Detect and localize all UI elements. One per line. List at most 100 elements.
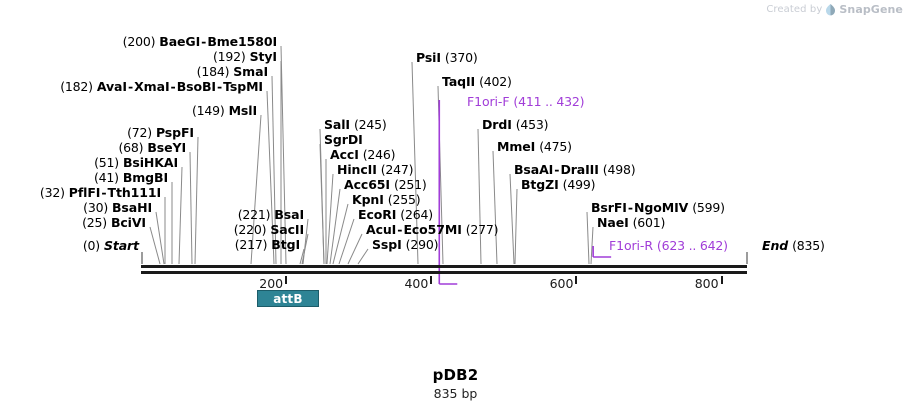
enzyme-leader-line [590, 226, 594, 265]
enzyme-label-baegi[interactable]: (200) BaeGI-Bme1580I [123, 35, 277, 48]
enzyme-label-bsahi[interactable]: (30) BsaHI [83, 201, 152, 214]
enzyme-leader-line [301, 233, 309, 265]
label-name: SspI [372, 237, 402, 252]
terminus-label-end[interactable]: End (835) [762, 239, 825, 252]
enzyme-label-sacii[interactable]: (220) SacII [234, 223, 304, 236]
enzyme-label-drdi[interactable]: DrdI (453) [482, 117, 549, 132]
label-name: AccI [330, 147, 359, 162]
enzyme-label-bsaai[interactable]: BsaAI-DraIII (498) [514, 162, 636, 177]
enzyme-label-bsai[interactable]: (221) BsaI [238, 208, 304, 221]
enzyme-label-bcivi[interactable]: (25) BciVI [82, 216, 146, 229]
label-separator: - [170, 79, 176, 94]
enzyme-leader-line [338, 218, 355, 265]
label-name: F1ori-R [609, 238, 653, 253]
enzyme-leader-line [319, 143, 325, 265]
ruler-tick-label: 800 [694, 276, 719, 291]
watermark-brand: SnapGene [839, 3, 903, 16]
enzyme-label-avai[interactable]: (182) AvaI-XmaI-BsoBI-TspMI [60, 80, 263, 93]
label-separator: - [627, 200, 634, 215]
ruler-tick [285, 276, 288, 284]
enzyme-leader-line [299, 248, 305, 265]
label-position: (246) [362, 147, 396, 162]
label-position: (149) [191, 103, 225, 118]
label-position: (264) [400, 207, 433, 222]
primer-label-f1ori_f[interactable]: F1ori-F (411 .. 432) [467, 95, 585, 108]
label-position: (217) [234, 237, 268, 252]
enzyme-label-mmei[interactable]: MmeI (475) [497, 140, 572, 153]
enzyme-leader-line [189, 151, 193, 265]
label-name: PflFI [68, 185, 101, 200]
enzyme-label-acui[interactable]: AcuI-Eco57MI (277) [366, 222, 499, 237]
label-name: BtgZI [521, 177, 559, 192]
label-position: (182) [60, 79, 93, 94]
enzyme-label-msli[interactable]: (149) MslI [192, 104, 257, 117]
enzyme-label-bmgbi[interactable]: (41) BmgBI [94, 171, 168, 184]
enzyme-label-btgi[interactable]: (217) BtgI [235, 238, 300, 251]
snapgene-logo-icon [826, 3, 836, 15]
enzyme-leader-line [149, 226, 161, 265]
enzyme-label-taqii[interactable]: TaqII (402) [442, 75, 512, 88]
primer-label-f1ori_r[interactable]: F1ori-R (623 .. 642) [609, 239, 728, 252]
label-name: AvaI [96, 79, 127, 94]
label-name: AcuI [366, 222, 397, 237]
enzyme-label-bsrfi[interactable]: BsrFI-NgoMIV (599) [591, 201, 725, 214]
label-name: KpnI [352, 192, 384, 207]
label-name: TspMI [223, 79, 263, 94]
enzyme-leader-line [332, 203, 349, 265]
watermark-prefix: Created by [766, 4, 823, 15]
enzyme-label-smai[interactable]: (184) SmaI [197, 65, 268, 78]
enzyme-label-pspfi[interactable]: (72) PspFI [127, 126, 194, 139]
label-position: (72) [127, 125, 152, 140]
label-name: BsaI [274, 207, 304, 222]
dna-backbone [141, 265, 747, 274]
enzyme-leader-line [357, 248, 369, 265]
label-name: PspFI [155, 125, 194, 140]
enzyme-label-kpni[interactable]: KpnI (255) [352, 192, 421, 207]
enzyme-label-styi[interactable]: (192) StyI [213, 50, 277, 63]
label-name: HincII [337, 162, 377, 177]
terminus-label-start[interactable]: (0) Start [83, 239, 139, 252]
label-position: (68) [118, 140, 144, 155]
enzyme-leader-line [194, 136, 199, 265]
label-position: (498) [602, 162, 636, 177]
enzyme-label-acc65i[interactable]: Acc65I (251) [344, 178, 427, 191]
enzyme-label-hincii[interactable]: HincII (247) [337, 162, 414, 177]
label-name: DrdI [482, 117, 512, 132]
enzyme-label-sgrdi[interactable]: SgrDI [324, 133, 363, 146]
label-position: (475) [539, 139, 572, 154]
enzyme-label-sspi[interactable]: SspI (290) [372, 238, 438, 251]
ruler-tick-label: 400 [404, 276, 429, 291]
label-position: (453) [515, 117, 549, 132]
page-title: pDB2 [432, 366, 479, 384]
label-position: (32) [39, 185, 65, 200]
enzyme-label-psii[interactable]: PsiI (370) [416, 51, 478, 64]
dna-strand-bottom [141, 271, 747, 274]
label-name: BsaHI [111, 200, 152, 215]
label-name: PsiI [416, 50, 441, 65]
label-name: End [762, 238, 789, 253]
enzyme-label-sali[interactable]: SalI (245) [324, 118, 387, 131]
label-name: MmeI [497, 139, 536, 154]
label-position: (245) [353, 117, 387, 132]
enzyme-label-btgzi[interactable]: BtgZI (499) [521, 178, 595, 191]
label-name: BaeGI [159, 34, 201, 49]
enzyme-label-bseyi[interactable]: (68) BseYI [119, 141, 187, 154]
label-separator: - [101, 185, 107, 200]
enzyme-leader-line [514, 188, 518, 265]
label-name: BciVI [110, 215, 146, 230]
label-name: Start [103, 238, 139, 253]
label-name: BseYI [147, 140, 186, 155]
enzyme-label-naei[interactable]: NaeI (601) [597, 216, 665, 229]
enzyme-leader-line [326, 173, 334, 265]
label-separator: - [127, 79, 134, 94]
enzyme-label-pflfi[interactable]: (32) PflFI-Tth111I [40, 186, 161, 199]
enzyme-label-bsihkai[interactable]: (51) BsiHKAI [94, 156, 178, 169]
plasmid-size: 835 bp [433, 386, 478, 401]
enzyme-label-acci[interactable]: AccI (246) [330, 147, 396, 162]
label-position: (402) [479, 74, 512, 89]
ruler-tick [430, 276, 433, 284]
feature-attb[interactable]: attB [257, 290, 319, 307]
enzyme-label-ecori[interactable]: EcoRI (264) [358, 208, 433, 221]
label-position: (51) [94, 155, 119, 170]
